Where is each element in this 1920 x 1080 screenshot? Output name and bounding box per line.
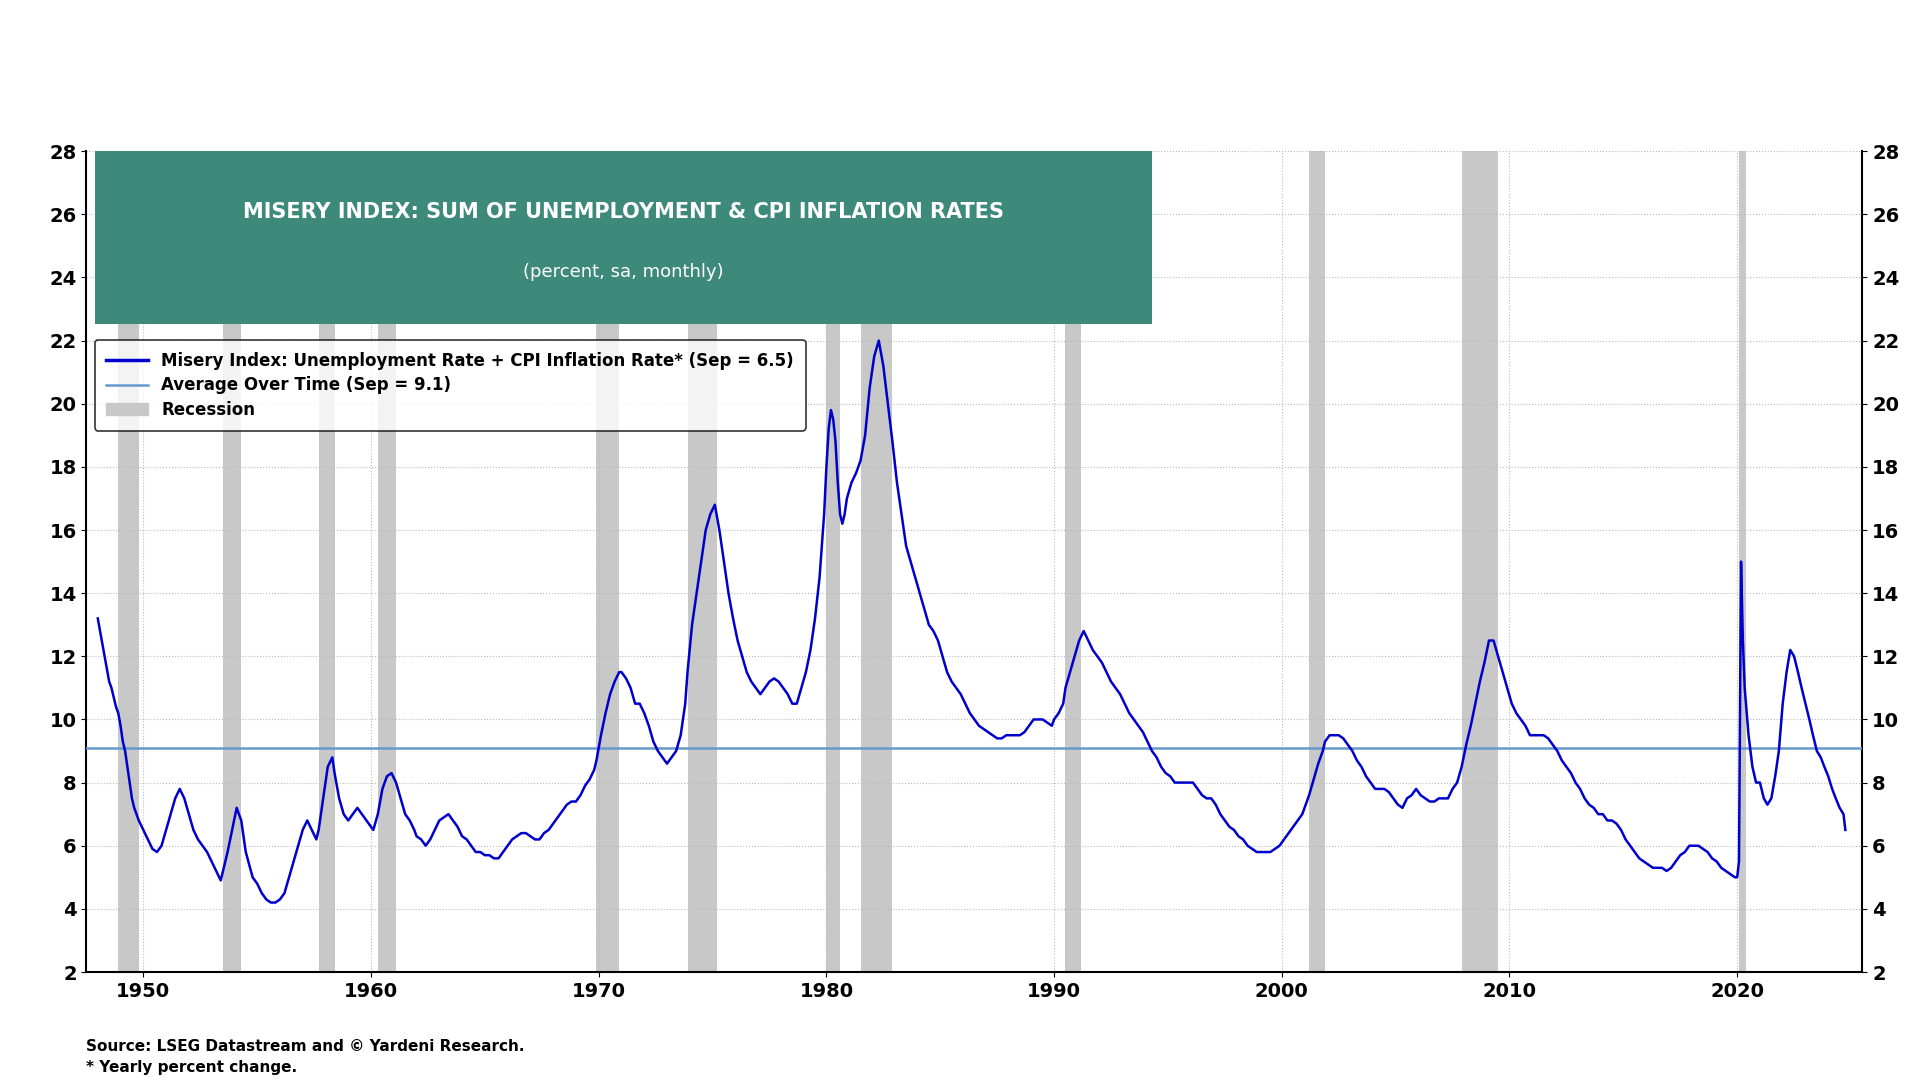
Bar — [597, 151, 620, 972]
Bar — [1740, 151, 1747, 972]
Bar — [319, 151, 334, 972]
Bar — [1461, 151, 1498, 972]
Text: MISERY INDEX: SUM OF UNEMPLOYMENT & CPI INFLATION RATES: MISERY INDEX: SUM OF UNEMPLOYMENT & CPI … — [244, 202, 1004, 221]
Bar — [378, 151, 396, 972]
Bar — [860, 151, 893, 972]
Bar — [96, 151, 1152, 324]
Bar — [119, 151, 138, 972]
Bar — [826, 151, 841, 972]
Legend: Misery Index: Unemployment Rate + CPI Inflation Rate* (Sep = 6.5), Average Over : Misery Index: Unemployment Rate + CPI In… — [94, 340, 806, 431]
Bar — [1309, 151, 1325, 972]
Text: Source: LSEG Datastream and © Yardeni Research.
* Yearly percent change.: Source: LSEG Datastream and © Yardeni Re… — [86, 1039, 524, 1075]
Bar — [687, 151, 716, 972]
Text: (percent, sa, monthly): (percent, sa, monthly) — [524, 262, 724, 281]
Bar — [223, 151, 242, 972]
Bar — [1066, 151, 1081, 972]
